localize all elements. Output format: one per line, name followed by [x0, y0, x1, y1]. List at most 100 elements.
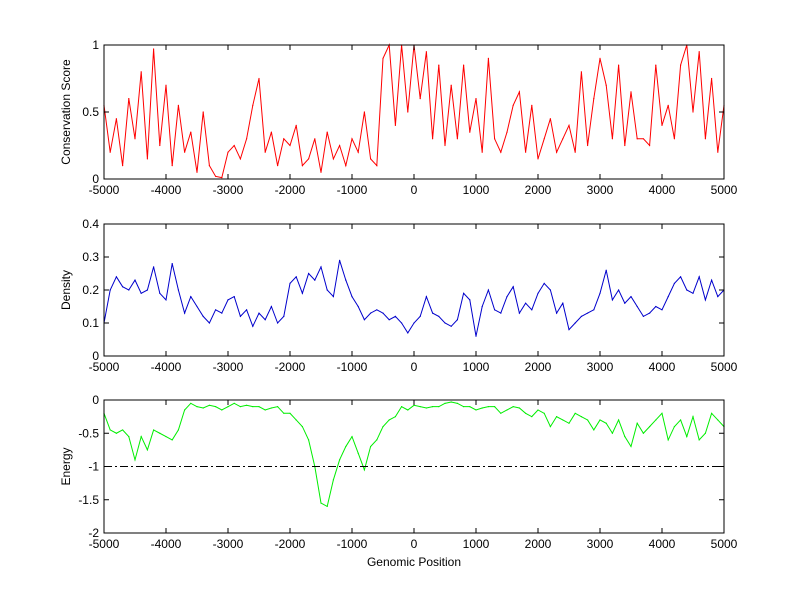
data-point-conservation: [270, 131, 272, 133]
x-tick-label: -1000: [337, 183, 368, 197]
data-point-density: [146, 289, 148, 291]
data-point-conservation: [704, 138, 707, 140]
y-tick-label: -1.5: [78, 493, 99, 507]
data-point-conservation: [208, 165, 210, 167]
x-tick-label: 5000: [711, 360, 738, 374]
data-point-conservation: [146, 158, 148, 160]
x-tick-label: -4000: [151, 360, 182, 374]
data-point-energy: [717, 419, 719, 421]
data-point-conservation: [432, 138, 434, 140]
data-point-energy: [630, 445, 632, 448]
data-point-energy: [543, 412, 545, 414]
data-point-energy: [202, 407, 204, 409]
data-point-density: [580, 315, 583, 317]
data-point-energy: [506, 409, 508, 411]
data-point-energy: [339, 459, 341, 461]
data-point-conservation: [153, 48, 155, 50]
data-point-density: [593, 309, 595, 311]
data-point-conservation: [277, 165, 279, 167]
x-tick-label: 0: [411, 360, 418, 374]
data-point-energy: [283, 412, 285, 414]
data-point-conservation: [587, 144, 589, 147]
data-point-energy: [264, 409, 266, 411]
data-point-density: [642, 315, 645, 317]
panel-energy: -5000 -4000 -3000 -2000 -1000 0 1000 2000 3000 40…: [59, 393, 738, 569]
data-point-density: [370, 312, 372, 314]
data-point-density: [425, 296, 427, 298]
data-point-conservation: [320, 171, 322, 173]
x-tick-label: -3000: [213, 537, 244, 551]
data-point-density: [221, 312, 223, 314]
data-point-density: [673, 282, 676, 284]
data-point-conservation: [549, 118, 552, 120]
x-tick-label: -5000: [89, 360, 120, 374]
data-point-energy: [686, 435, 688, 438]
data-point-conservation: [351, 138, 353, 140]
data-point-conservation: [289, 144, 291, 147]
data-point-energy: [128, 435, 130, 438]
data-point-density: [252, 325, 254, 327]
data-point-conservation: [190, 131, 192, 133]
data-point-conservation: [624, 144, 626, 147]
data-point-energy: [456, 402, 458, 404]
data-point-energy: [320, 502, 322, 504]
data-point-energy: [463, 406, 465, 408]
data-point-conservation: [475, 98, 477, 100]
data-point-energy: [184, 409, 186, 411]
data-point-density: [134, 279, 136, 281]
data-point-density: [574, 322, 576, 324]
data-point-density: [549, 289, 552, 291]
data-point-conservation: [481, 151, 483, 153]
data-point-energy: [388, 419, 390, 421]
x-tick-label: -3000: [213, 183, 244, 197]
x-tick-label: -2000: [275, 537, 306, 551]
data-point-conservation: [556, 151, 558, 153]
data-point-conservation: [314, 138, 316, 140]
data-point-density: [680, 276, 682, 278]
x-tick-label: 3000: [587, 360, 614, 374]
data-point-energy: [246, 404, 248, 406]
data-point-density: [605, 269, 607, 271]
data-point-density: [295, 276, 297, 278]
data-point-conservation: [376, 165, 378, 167]
data-point-density: [518, 312, 521, 314]
data-point-density: [525, 302, 527, 304]
data-point-conservation: [419, 98, 421, 100]
data-point-density: [345, 279, 347, 281]
data-point-energy: [568, 422, 570, 424]
data-point-conservation: [531, 104, 533, 106]
x-tick-label: 2000: [525, 183, 552, 197]
data-point-conservation: [363, 111, 365, 113]
data-point-conservation: [711, 77, 713, 80]
data-point-conservation: [233, 144, 235, 147]
data-point-conservation: [407, 111, 409, 113]
data-point-density: [456, 319, 458, 321]
data-point-energy: [363, 469, 365, 471]
data-point-energy: [512, 406, 514, 408]
data-point-density: [227, 299, 229, 301]
data-point-energy: [221, 409, 223, 411]
data-point-conservation: [339, 144, 341, 147]
data-point-density: [636, 305, 638, 308]
data-point-density: [351, 296, 353, 298]
data-point-energy: [487, 406, 489, 408]
data-point-density: [289, 282, 291, 284]
data-point-density: [215, 309, 217, 311]
data-point-energy: [661, 412, 663, 414]
data-point-density: [407, 332, 409, 334]
data-point-density: [128, 289, 130, 291]
data-point-energy: [500, 412, 502, 414]
data-point-energy: [562, 419, 564, 421]
y-tick-label: -1: [88, 460, 99, 474]
data-point-density: [115, 276, 117, 278]
data-point-energy: [692, 416, 694, 418]
data-point-density: [587, 312, 589, 314]
data-point-density: [283, 315, 285, 317]
data-point-energy: [122, 429, 124, 431]
data-point-density: [122, 286, 124, 288]
data-point-density: [512, 286, 514, 288]
data-point-energy: [556, 416, 558, 418]
y-tick-label: 0: [92, 393, 99, 407]
data-point-density: [233, 296, 235, 298]
data-point-energy: [469, 406, 471, 408]
